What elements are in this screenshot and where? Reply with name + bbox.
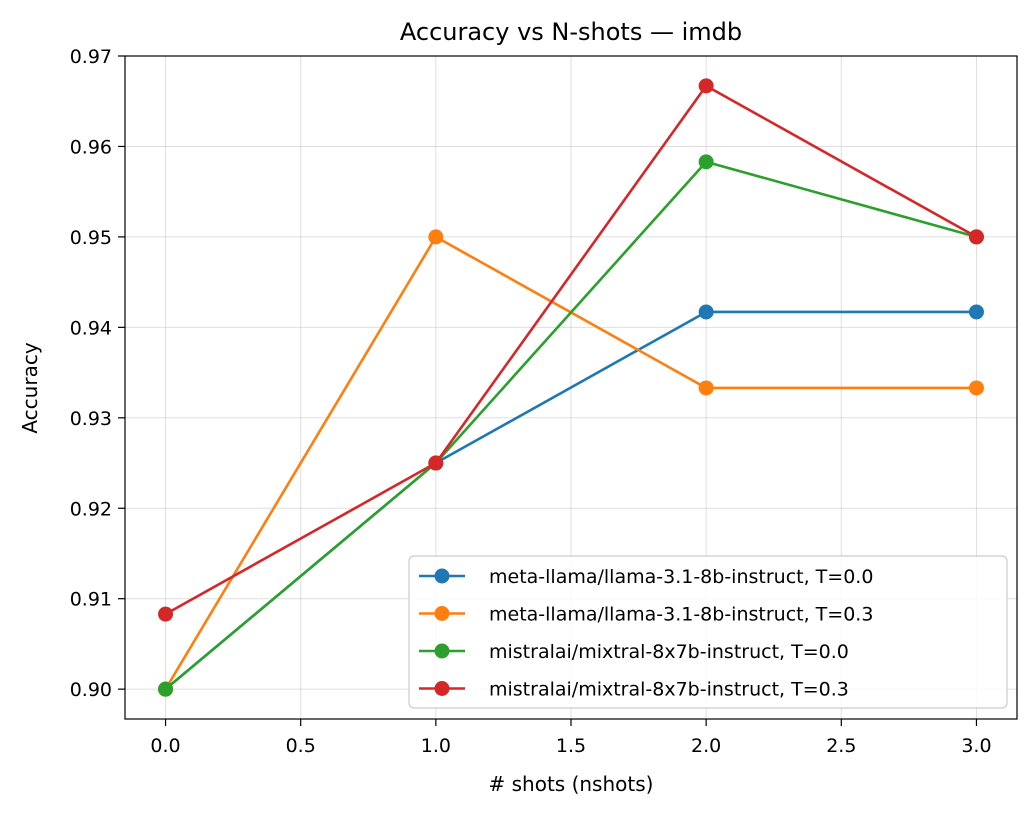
ticks: 0.0 0.5 1.0 1.5 2.0 2.5 3.0 0.90 0.91 0.92 0.93 0.9… — [70, 46, 992, 757]
legend-label: meta-llama/llama-3.1-8b-instruct, T=0.3 — [489, 604, 873, 626]
y-tick-label: 0.92 — [70, 498, 112, 520]
legend-marker — [434, 681, 450, 696]
legend-label: meta-llama/llama-3.1-8b-instruct, T=0.0 — [489, 566, 873, 588]
legend-marker — [434, 568, 450, 584]
y-tick-label: 0.95 — [70, 227, 112, 249]
legend-box — [408, 555, 1008, 709]
legend-item: meta-llama/llama-3.1-8b-instruct, T=0.0 — [419, 566, 873, 588]
data-point — [968, 380, 984, 396]
y-tick-label: 0.94 — [70, 317, 112, 339]
x-tick-label: 1.5 — [556, 735, 586, 757]
y-axis-label: Accuracy — [18, 342, 42, 433]
legend-item: mistralai/mixtral-8x7b-instruct, T=0.3 — [419, 679, 849, 701]
series-line — [164, 160, 977, 691]
legend-marker — [434, 643, 450, 659]
y-tick-label: 0.97 — [70, 46, 112, 68]
data-point — [698, 304, 714, 320]
legend-label: mistralai/mixtral-8x7b-instruct, T=0.3 — [489, 679, 849, 701]
data-point — [698, 154, 714, 170]
y-tick-label: 0.93 — [70, 408, 112, 430]
x-tick-label: 0.5 — [286, 735, 316, 757]
legend-item: mistralai/mixtral-8x7b-instruct, T=0.0 — [419, 641, 849, 663]
data-point — [428, 455, 444, 471]
legend-label: mistralai/mixtral-8x7b-instruct, T=0.0 — [489, 641, 849, 663]
x-axis-label: # shots (nshots) — [489, 772, 654, 796]
y-tick-label: 0.90 — [70, 679, 112, 701]
y-tick-label: 0.96 — [70, 136, 112, 158]
x-tick-label: 1.0 — [421, 735, 451, 757]
data-point — [158, 681, 174, 697]
chart-title: Accuracy vs N-shots — imdb — [400, 18, 742, 46]
series-layer — [158, 78, 984, 697]
data-point — [968, 229, 984, 245]
data-point — [968, 304, 984, 320]
x-tick-label: 3.0 — [961, 735, 991, 757]
legend: meta-llama/llama-3.1-8b-instruct, T=0.0 m… — [408, 555, 1008, 709]
x-tick-label: 2.0 — [691, 735, 721, 757]
legend-item: meta-llama/llama-3.1-8b-instruct, T=0.3 — [419, 604, 873, 626]
x-tick-label: 0.0 — [150, 735, 180, 757]
legend-marker — [434, 606, 450, 621]
y-tick-label: 0.91 — [70, 589, 112, 611]
data-point — [698, 380, 714, 396]
data-point — [158, 606, 174, 622]
series-4 — [158, 78, 984, 622]
data-point — [698, 78, 714, 94]
series-line — [164, 84, 978, 616]
data-point — [428, 229, 444, 245]
x-tick-label: 2.5 — [826, 735, 856, 757]
